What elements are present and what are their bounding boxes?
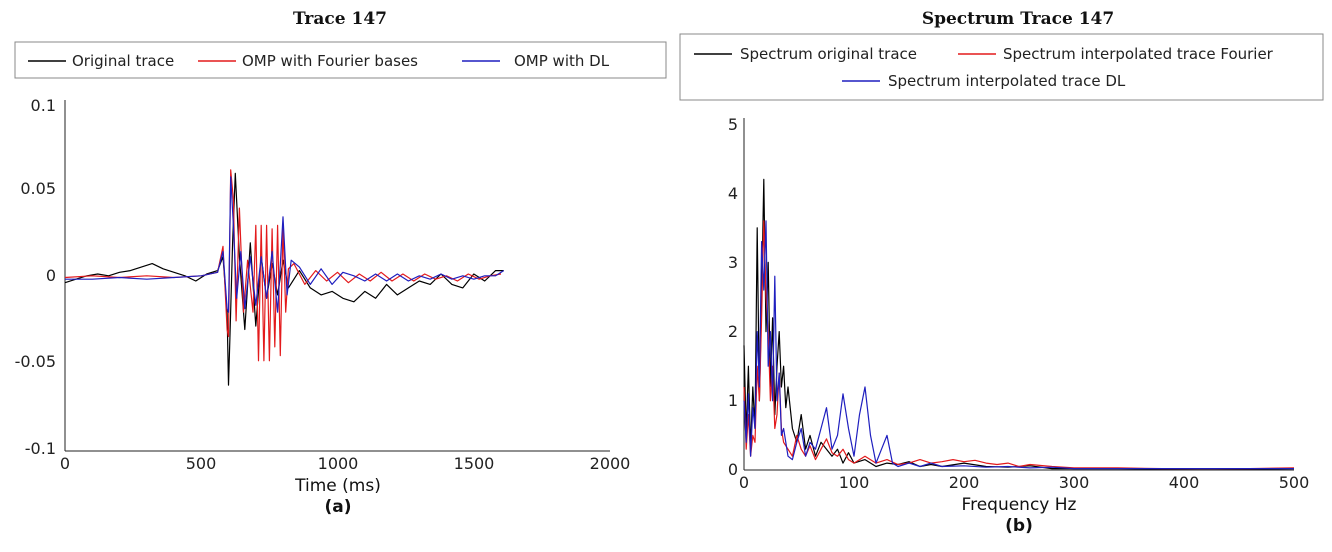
legend-label-dl: Spectrum interpolated trace DL [888,72,1126,90]
x-tick-label: 0 [60,454,70,473]
chart-a-xticks: 0 500 1000 1500 2000 [60,454,630,473]
y-tick-label: 1 [728,391,738,410]
series-omp-dl [65,176,505,313]
x-tick-label: 1500 [454,454,495,473]
y-tick-label: 0 [728,460,738,479]
chart-b-xticks: 0 100 200 300 400 500 [739,473,1309,492]
chart-b-axes [743,118,1294,471]
chart-a-yticks: 0.1 0.05 0 -0.05 -0.1 [15,96,56,458]
chart-a-xlabel: Time (ms) [294,476,381,496]
legend-label-fourier: OMP with Fourier bases [242,52,418,70]
x-tick-label: 200 [949,473,980,492]
y-tick-label: -0.1 [25,439,56,458]
y-tick-label: 5 [728,115,738,134]
series-omp-fourier [64,169,502,362]
y-tick-label: 0 [46,266,56,285]
series-spectrum-dl [743,220,1294,470]
chart-b-plot [743,178,1295,470]
chart-a-legend: Original trace OMP with Fourier bases OM… [14,41,667,79]
chart-b-xlabel: Frequency Hz [962,495,1077,515]
panel-b: Spectrum Trace 147 Spectrum original tra… [679,9,1324,536]
chart-a-plot [64,169,505,386]
x-tick-label: 400 [1169,473,1200,492]
series-spectrum-original [743,178,1295,470]
x-tick-label: 300 [1059,473,1090,492]
y-tick-label: 4 [728,184,738,203]
x-tick-label: 100 [839,473,870,492]
legend-label-original: Original trace [72,52,174,70]
series-spectrum-fourier [743,220,1295,470]
chart-a-caption: (a) [324,497,351,517]
y-tick-label: -0.05 [15,352,56,371]
chart-b-title: Spectrum Trace 147 [922,9,1114,29]
x-tick-label: 0 [739,473,749,492]
panel-a: Trace 147 Original trace OMP with Fourie… [14,9,667,517]
y-tick-label: 0.1 [31,96,56,115]
legend-box [14,41,667,79]
legend-box [679,33,1324,101]
y-tick-label: 0.05 [20,179,56,198]
x-tick-label: 500 [1279,473,1310,492]
x-tick-label: 1000 [318,454,359,473]
chart-a-title: Trace 147 [293,9,387,29]
chart-b-caption: (b) [1005,516,1033,536]
chart-a-axes [64,100,610,452]
y-tick-label: 2 [728,322,738,341]
legend-label-original: Spectrum original trace [740,45,917,63]
x-tick-label: 2000 [590,454,631,473]
chart-b-legend: Spectrum original trace Spectrum interpo… [679,33,1324,101]
chart-b-yticks: 5 4 3 2 1 0 [728,115,738,479]
x-tick-label: 500 [186,454,217,473]
legend-label-fourier: Spectrum interpolated trace Fourier [1003,45,1274,63]
y-tick-label: 3 [728,253,738,272]
legend-label-dl: OMP with DL [514,52,610,70]
